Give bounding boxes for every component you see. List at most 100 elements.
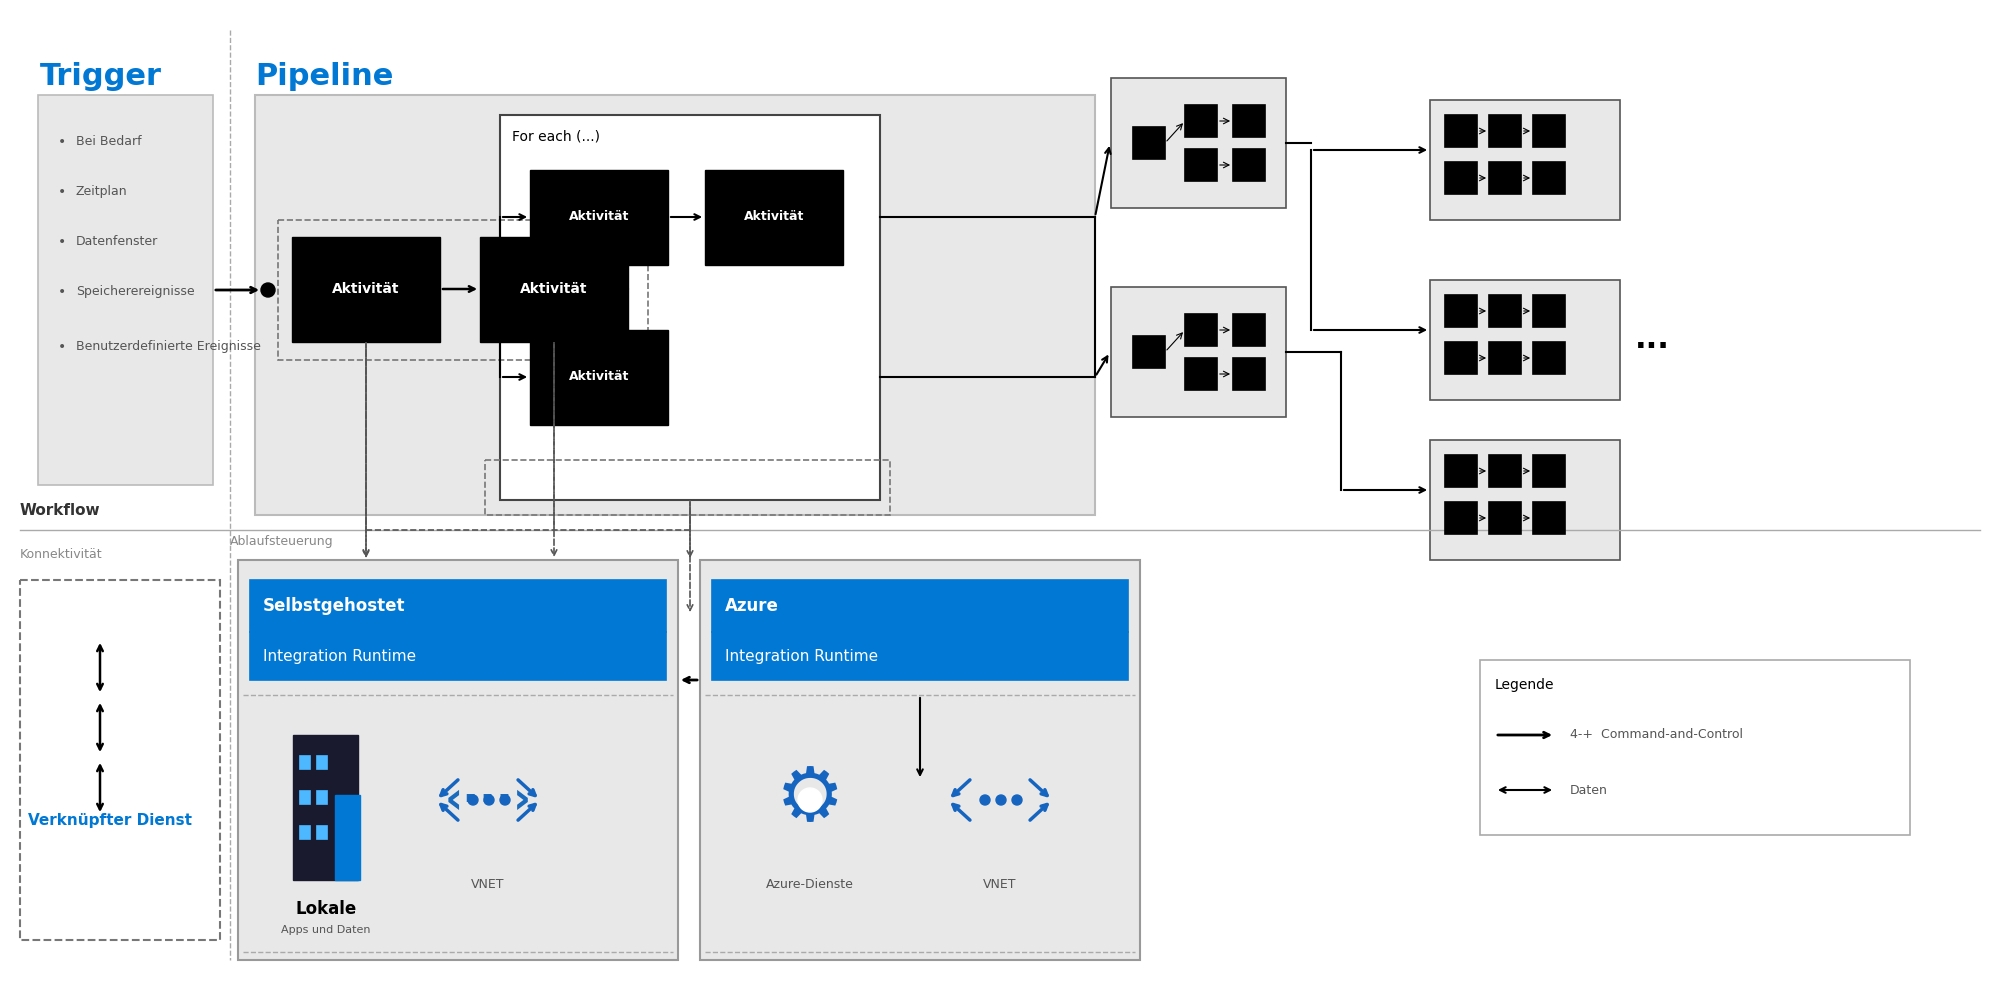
Text: Aktivität: Aktivität: [569, 370, 629, 384]
Text: Daten: Daten: [1570, 784, 1608, 797]
Text: Lokale: Lokale: [296, 900, 356, 918]
Text: •: •: [58, 185, 66, 199]
Circle shape: [468, 795, 478, 805]
Text: 4-+  Command-and-Control: 4-+ Command-and-Control: [1570, 728, 1744, 741]
Bar: [1479, 660, 1910, 835]
Bar: [1534, 502, 1566, 534]
Text: Konnektivität: Konnektivität: [20, 548, 102, 561]
Circle shape: [799, 788, 823, 812]
Bar: [1429, 280, 1620, 400]
Text: •: •: [58, 135, 66, 149]
Text: Workflow: Workflow: [20, 503, 100, 518]
Bar: [250, 580, 667, 632]
Text: ...: ...: [1636, 325, 1670, 354]
Text: Verknüpfter Dienst: Verknüpfter Dienst: [28, 812, 192, 827]
Bar: [292, 735, 358, 880]
Circle shape: [500, 795, 511, 805]
Bar: [1489, 502, 1522, 534]
Bar: [1185, 105, 1217, 137]
Bar: [238, 560, 679, 960]
Bar: [1185, 149, 1217, 181]
Text: Datenfenster: Datenfenster: [76, 235, 158, 248]
Bar: [20, 580, 220, 940]
Bar: [500, 115, 881, 500]
Circle shape: [484, 795, 494, 805]
Bar: [701, 560, 1139, 960]
Bar: [1489, 342, 1522, 374]
Text: •: •: [58, 235, 66, 249]
Text: For each (...): For each (...): [513, 130, 601, 144]
Text: Ablaufsteuerung: Ablaufsteuerung: [230, 535, 334, 548]
Text: •: •: [58, 340, 66, 354]
Bar: [1445, 342, 1477, 374]
Text: Pipeline: Pipeline: [254, 62, 392, 91]
Text: VNET: VNET: [983, 879, 1017, 892]
Bar: [1445, 502, 1477, 534]
Bar: [250, 632, 667, 680]
Bar: [705, 170, 843, 265]
Bar: [1233, 358, 1265, 390]
Bar: [531, 170, 669, 265]
Bar: [1445, 295, 1477, 327]
Bar: [531, 330, 669, 425]
Bar: [1534, 115, 1566, 147]
Bar: [1489, 162, 1522, 194]
Bar: [292, 237, 440, 342]
Bar: [1111, 287, 1285, 417]
Text: Aktivität: Aktivität: [332, 282, 400, 296]
Bar: [254, 95, 1095, 515]
Bar: [1534, 295, 1566, 327]
Text: Aktivität: Aktivität: [745, 210, 805, 223]
Bar: [38, 95, 212, 485]
Text: Aktivität: Aktivität: [569, 210, 629, 223]
Bar: [278, 220, 649, 360]
Text: Trigger: Trigger: [40, 62, 162, 91]
Circle shape: [981, 795, 991, 805]
Bar: [1111, 78, 1285, 208]
Bar: [484, 460, 891, 515]
Bar: [298, 825, 310, 839]
Text: Benutzerdefinierte Ereignisse: Benutzerdefinierte Ereignisse: [76, 340, 260, 353]
Bar: [316, 755, 326, 769]
Bar: [1534, 342, 1566, 374]
Text: ‹···›: ‹···›: [444, 779, 533, 821]
Text: ⚙: ⚙: [775, 763, 845, 837]
Bar: [298, 755, 310, 769]
Text: Integration Runtime: Integration Runtime: [262, 649, 416, 664]
Bar: [316, 790, 326, 804]
Text: Azure: Azure: [725, 597, 779, 615]
Bar: [1534, 162, 1566, 194]
Text: Aktivität: Aktivität: [521, 282, 589, 296]
Bar: [1233, 149, 1265, 181]
Text: Azure-Dienste: Azure-Dienste: [767, 879, 855, 892]
Text: Apps und Daten: Apps und Daten: [280, 925, 370, 935]
Circle shape: [1011, 795, 1021, 805]
Bar: [1445, 115, 1477, 147]
Text: VNET: VNET: [470, 879, 505, 892]
Bar: [1445, 455, 1477, 487]
Bar: [1233, 314, 1265, 346]
Bar: [298, 790, 310, 804]
Text: Integration Runtime: Integration Runtime: [725, 649, 879, 664]
Bar: [1133, 127, 1165, 159]
Bar: [1489, 115, 1522, 147]
Bar: [1429, 440, 1620, 560]
Text: Legende: Legende: [1495, 678, 1554, 692]
Bar: [1133, 336, 1165, 368]
Bar: [713, 580, 1127, 632]
Bar: [480, 237, 629, 342]
Bar: [1445, 162, 1477, 194]
Bar: [316, 825, 326, 839]
Bar: [1233, 105, 1265, 137]
Text: Zeitplan: Zeitplan: [76, 185, 128, 198]
Bar: [1185, 314, 1217, 346]
Bar: [1534, 455, 1566, 487]
Bar: [1489, 295, 1522, 327]
Text: Selbstgehostet: Selbstgehostet: [262, 597, 406, 615]
Bar: [1185, 358, 1217, 390]
Text: •: •: [58, 285, 66, 299]
Bar: [713, 632, 1127, 680]
Bar: [1489, 455, 1522, 487]
Text: Bei Bedarf: Bei Bedarf: [76, 135, 142, 148]
Circle shape: [997, 795, 1005, 805]
